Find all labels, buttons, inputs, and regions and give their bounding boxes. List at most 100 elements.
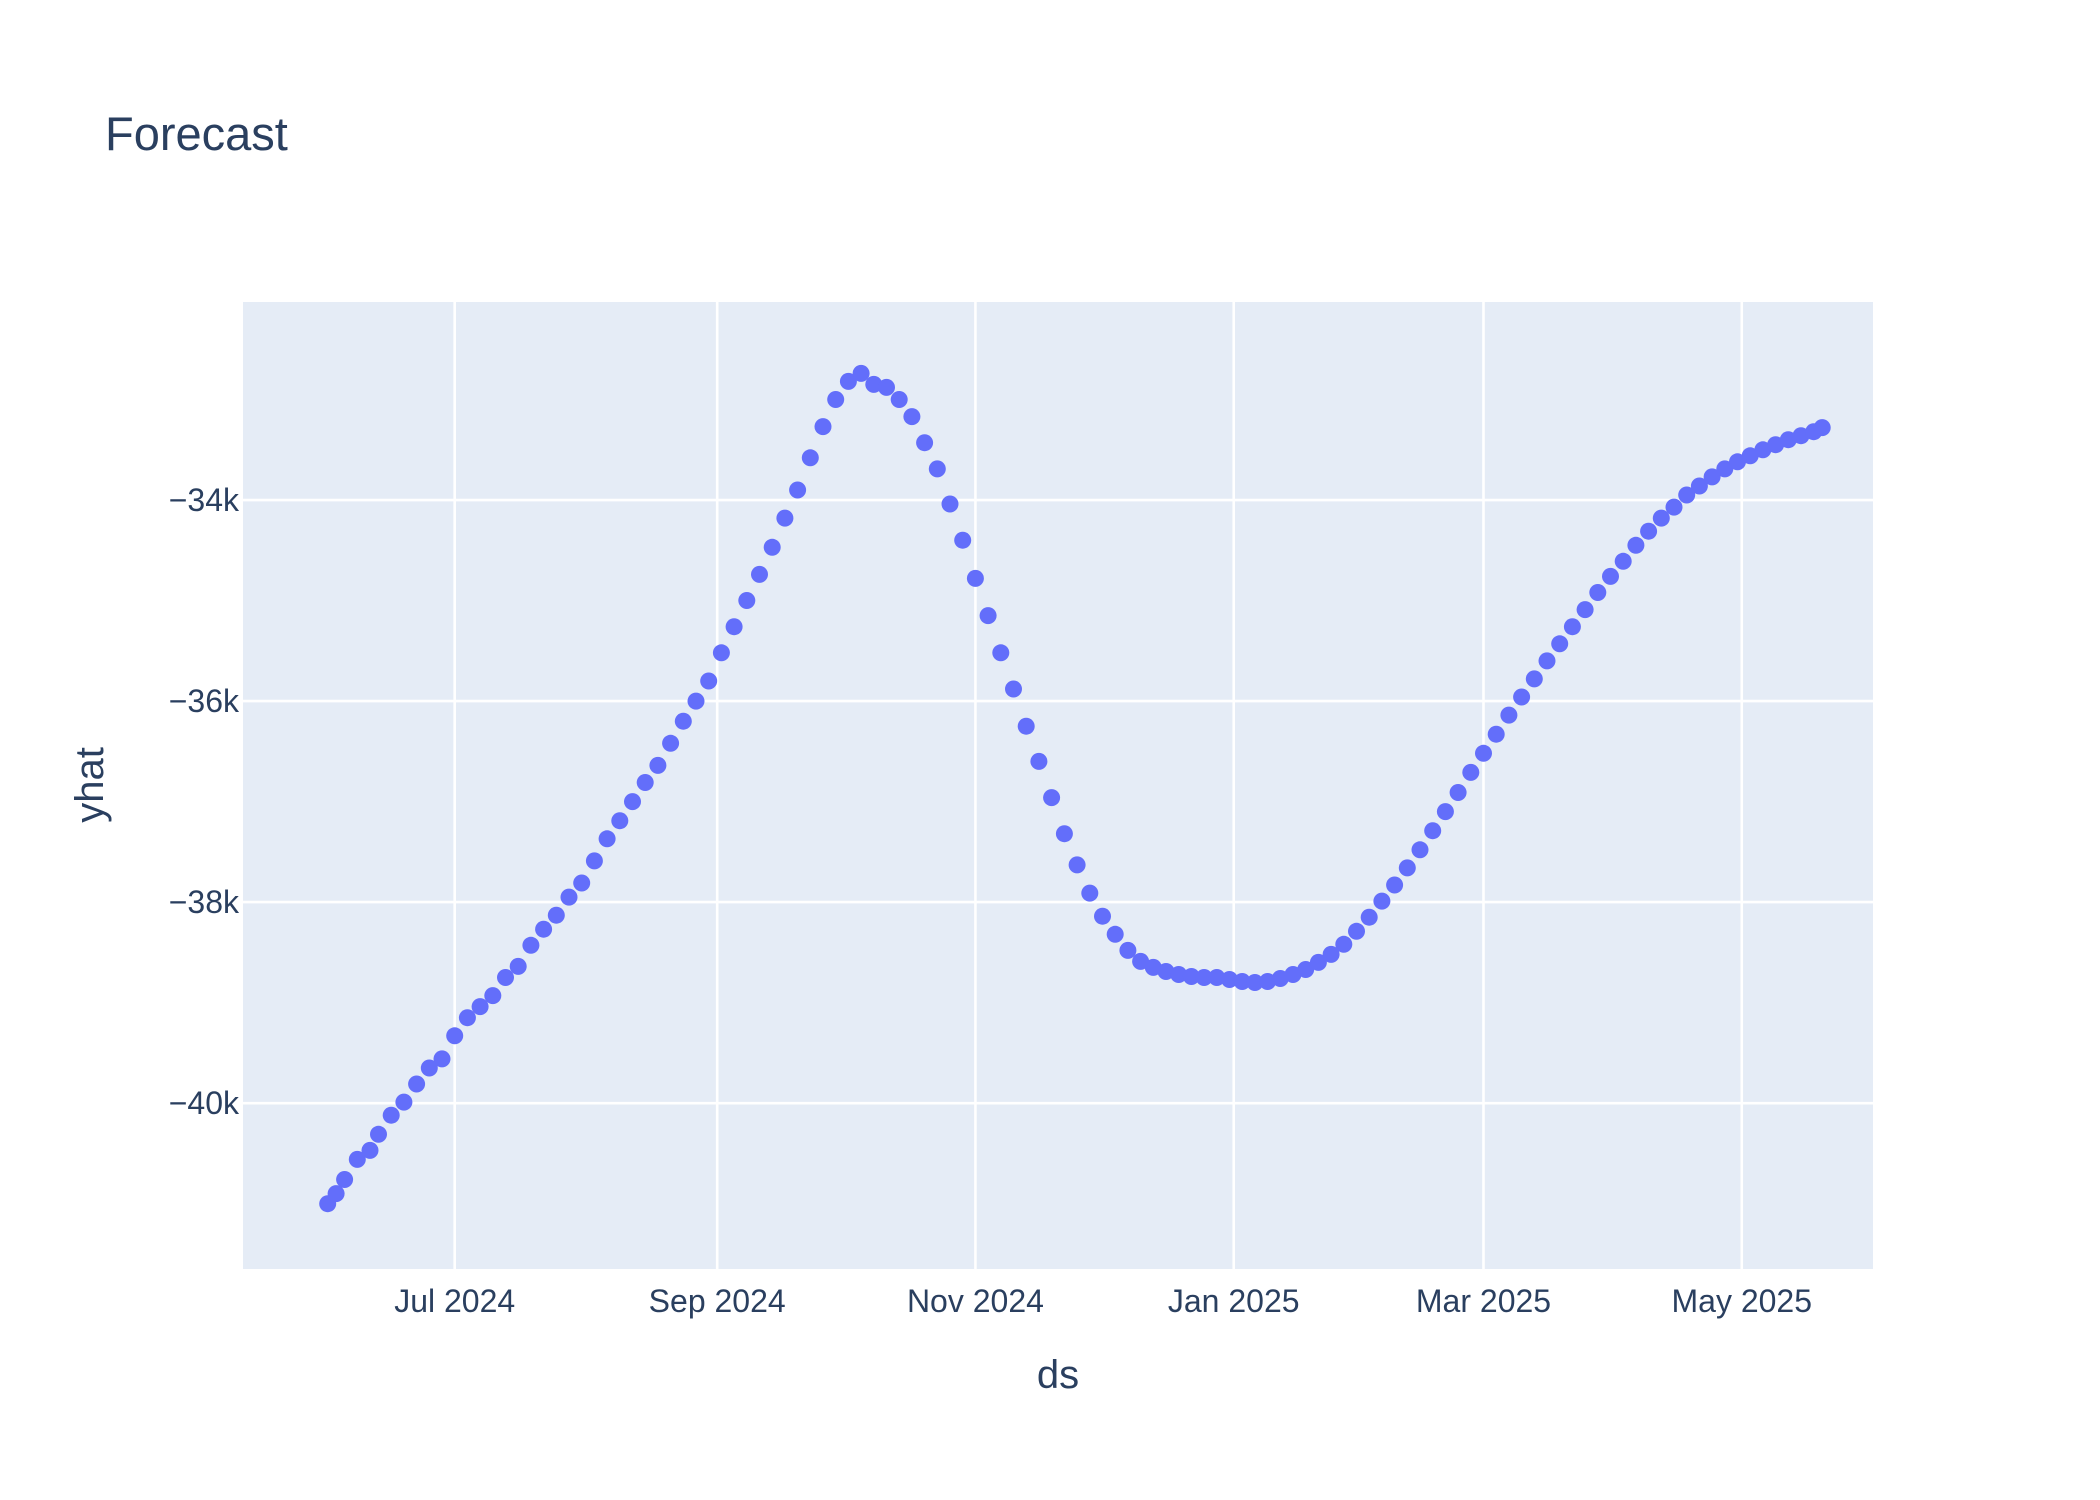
data-point — [1005, 680, 1022, 698]
data-point — [1335, 935, 1353, 953]
data-point — [624, 793, 641, 811]
data-point — [839, 372, 857, 390]
data-point — [1563, 618, 1581, 636]
data-point — [1513, 688, 1531, 706]
data-point — [1208, 969, 1226, 986]
data-point — [370, 1125, 387, 1143]
data-point — [1221, 971, 1238, 988]
data-point — [560, 888, 578, 906]
data-point — [573, 874, 591, 892]
x-tick-label: Jan 2025 — [1168, 1283, 1300, 1319]
data-point — [1170, 966, 1188, 983]
data-point — [1449, 784, 1467, 801]
data-point — [636, 774, 654, 791]
data-point — [1309, 953, 1327, 971]
data-point — [928, 460, 946, 478]
data-point — [1322, 945, 1340, 963]
data-point — [1436, 803, 1454, 821]
data-points — [319, 364, 1831, 1213]
data-point — [649, 756, 667, 774]
data-point — [814, 418, 832, 436]
data-point — [954, 531, 972, 549]
data-point — [1690, 477, 1708, 495]
data-point — [763, 538, 781, 556]
data-point — [1487, 725, 1505, 743]
data-point — [1640, 522, 1658, 540]
x-axis-ticks: Jul 2024 Sep 2024 Nov 2024 Jan 2025 Mar 2025… — [394, 1283, 1812, 1319]
data-point — [1813, 419, 1831, 437]
data-point — [1132, 952, 1150, 970]
plot-background — [243, 302, 1873, 1269]
data-point — [1182, 968, 1200, 985]
data-point — [497, 969, 514, 986]
data-point — [903, 408, 921, 426]
data-point — [1119, 941, 1137, 959]
data-point — [361, 1141, 379, 1159]
data-point — [979, 607, 997, 625]
x-tick-label: Jul 2024 — [394, 1283, 515, 1319]
data-point — [1106, 925, 1124, 943]
data-point — [1741, 447, 1759, 465]
data-point — [827, 391, 845, 408]
data-point — [1398, 859, 1416, 877]
data-point — [1716, 460, 1734, 478]
data-point — [1017, 717, 1035, 735]
data-point — [1614, 552, 1632, 570]
data-point — [382, 1106, 400, 1124]
data-point — [420, 1059, 438, 1077]
data-point — [1500, 706, 1518, 724]
y-axis-ticks: −34k −36k −38k −40k — [169, 482, 240, 1121]
data-point — [966, 569, 984, 587]
y-tick-label: −34k — [169, 482, 240, 518]
x-axis-title: ds — [1037, 1353, 1079, 1397]
data-point — [992, 644, 1010, 662]
data-point — [408, 1075, 426, 1093]
data-point — [890, 391, 908, 408]
data-point — [789, 481, 807, 499]
data-point — [509, 957, 527, 975]
data-point — [1360, 908, 1378, 926]
data-point — [738, 592, 756, 609]
data-point — [941, 495, 959, 513]
y-tick-label: −38k — [169, 884, 240, 920]
data-point — [348, 1150, 366, 1168]
data-point — [1462, 763, 1480, 781]
data-point — [700, 672, 718, 690]
data-point — [776, 509, 794, 527]
x-tick-label: Nov 2024 — [907, 1283, 1044, 1319]
data-point — [1297, 961, 1315, 978]
data-point — [522, 936, 540, 954]
data-point — [1068, 856, 1086, 874]
data-point — [751, 565, 768, 583]
data-point — [1525, 670, 1543, 688]
data-point — [433, 1050, 451, 1068]
data-point — [1589, 584, 1607, 601]
data-point — [547, 906, 565, 924]
data-point — [865, 375, 883, 393]
data-point — [1729, 453, 1746, 471]
data-point — [1538, 652, 1556, 670]
y-tick-label: −40k — [169, 1085, 240, 1121]
data-point — [1233, 973, 1251, 990]
x-tick-label: Sep 2024 — [649, 1283, 786, 1319]
data-point — [687, 692, 705, 710]
data-point — [916, 434, 934, 452]
data-point — [801, 449, 819, 467]
data-point — [1678, 486, 1696, 504]
data-point — [1195, 969, 1213, 986]
data-point — [1259, 973, 1277, 990]
data-point — [598, 830, 616, 848]
y-axis-title: yhat — [68, 747, 112, 823]
data-point — [1475, 744, 1492, 762]
data-point — [395, 1093, 413, 1111]
data-point — [1373, 892, 1391, 910]
data-point — [878, 378, 895, 396]
x-tick-label: May 2025 — [1671, 1283, 1812, 1319]
data-point — [327, 1185, 345, 1203]
data-point — [1627, 536, 1645, 554]
chart-title: Forecast — [105, 107, 288, 160]
data-point — [446, 1027, 464, 1045]
data-point — [1055, 825, 1073, 843]
